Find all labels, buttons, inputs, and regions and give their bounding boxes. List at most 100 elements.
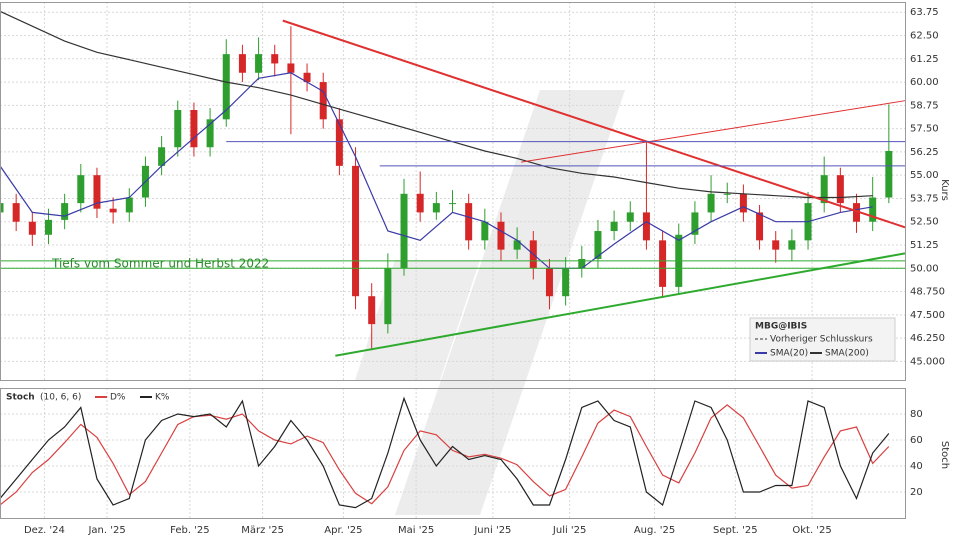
candle-body	[77, 175, 85, 204]
candle-body	[756, 212, 764, 241]
candle-body	[352, 165, 360, 297]
x-tick-label: Juni '25	[473, 525, 511, 536]
watermark	[395, 90, 625, 515]
candle-body	[594, 231, 602, 259]
y-tick-label: 56.25	[910, 147, 939, 158]
candle-body	[368, 296, 376, 325]
candle-body	[222, 54, 230, 120]
candle-body	[659, 240, 667, 287]
trendline	[521, 100, 906, 163]
candle-body	[578, 258, 586, 269]
x-tick-label: Okt. '25	[792, 525, 831, 536]
legend-label: K%	[155, 393, 170, 403]
candle-body	[432, 203, 440, 213]
x-tick-label: Dez. '24	[24, 525, 65, 536]
x-tick-label: Jan. '25	[87, 525, 125, 536]
candle-body	[723, 193, 731, 195]
x-tick-label: Feb. '25	[170, 525, 210, 536]
candle-body	[610, 221, 618, 232]
legend-note: Vorheriger Schlusskurs	[770, 335, 873, 345]
stoch-frame	[0, 388, 906, 519]
candle-body	[545, 268, 553, 297]
candle-body	[707, 193, 715, 213]
candle-body	[93, 175, 101, 209]
x-tick-label: März '25	[241, 525, 284, 536]
y-tick-label: 63.75	[910, 7, 939, 18]
candle-body	[481, 221, 489, 241]
sma-line	[0, 72, 873, 269]
y-tick-label: 47.500	[910, 310, 945, 321]
y-axis-label: Kurs	[939, 179, 950, 201]
candle-body	[44, 219, 52, 235]
candle-body	[497, 221, 505, 250]
y-tick-label: 51.25	[910, 240, 939, 251]
candle-body	[12, 203, 20, 222]
candle-body	[206, 119, 214, 148]
candle-body	[465, 203, 473, 241]
y-tick-label: 55.00	[910, 170, 939, 181]
candle-body	[0, 203, 4, 213]
candle-body	[626, 212, 634, 222]
candle-body	[158, 147, 166, 166]
candle-body	[271, 54, 279, 64]
price-frame	[0, 2, 906, 381]
x-tick-label: Aug. '25	[634, 525, 675, 536]
candle-body	[255, 54, 263, 73]
candle-body	[61, 203, 69, 220]
y-tick-label: 57.50	[910, 124, 939, 135]
legend-label: SMA(200)	[825, 349, 869, 359]
candle-body	[384, 268, 392, 325]
candle-body	[691, 212, 699, 235]
y-tick-label: 40	[910, 461, 923, 472]
candle-body	[174, 110, 182, 148]
candle-body	[449, 203, 456, 205]
panel-subtitle: (10, 6, 6)	[40, 393, 81, 403]
annotation: Tiefs vom Sommer und Herbst 2022	[51, 257, 269, 271]
candle-body	[28, 221, 36, 235]
x-tick-label: Apr. '25	[324, 525, 362, 536]
candle-body	[109, 208, 117, 213]
y-tick-label: 45.000	[910, 356, 945, 367]
trendline	[282, 19, 906, 229]
x-tick-label: Sept. '25	[713, 525, 758, 536]
candle-body	[820, 175, 828, 204]
candle-body	[739, 193, 747, 213]
candle-body	[125, 197, 133, 213]
legend-label: D%	[110, 393, 126, 403]
candle-body	[303, 72, 311, 83]
y-tick-label: 60	[910, 435, 923, 446]
candle-body	[562, 268, 570, 297]
y-tick-label: 53.75	[910, 193, 939, 204]
y-tick-label: 50.00	[910, 263, 939, 274]
stoch-line	[0, 396, 890, 509]
legend-label: SMA(20)	[770, 349, 808, 359]
candle-body	[416, 193, 424, 213]
candle-body	[853, 203, 861, 222]
legend-title: MBG@IBIS	[755, 322, 807, 332]
y-tick-label: 46.250	[910, 333, 945, 344]
x-tick-label: Mai '25	[398, 525, 434, 536]
candle-body	[287, 63, 295, 73]
y-tick-label: 58.75	[910, 100, 939, 111]
y-tick-label: 60.00	[910, 77, 939, 88]
stoch-line	[0, 404, 890, 506]
panel-title: Stoch	[6, 393, 35, 403]
candle-body	[513, 240, 521, 250]
candle-body	[238, 54, 246, 73]
trendline	[335, 252, 906, 357]
candle-body	[836, 175, 844, 204]
candle-body	[869, 197, 877, 222]
candle-body	[319, 82, 327, 120]
candle-body	[190, 110, 198, 148]
candle-body	[788, 240, 796, 250]
legend-box	[749, 317, 896, 362]
y-tick-label: 61.25	[910, 54, 939, 65]
candle-body	[335, 119, 343, 166]
candle-body	[642, 212, 650, 241]
y-tick-label: 52.50	[910, 217, 939, 228]
y-tick-label: 48.750	[910, 287, 945, 298]
y-axis-label: Stoch	[939, 441, 950, 469]
x-tick-label: Juli '25	[552, 525, 587, 536]
